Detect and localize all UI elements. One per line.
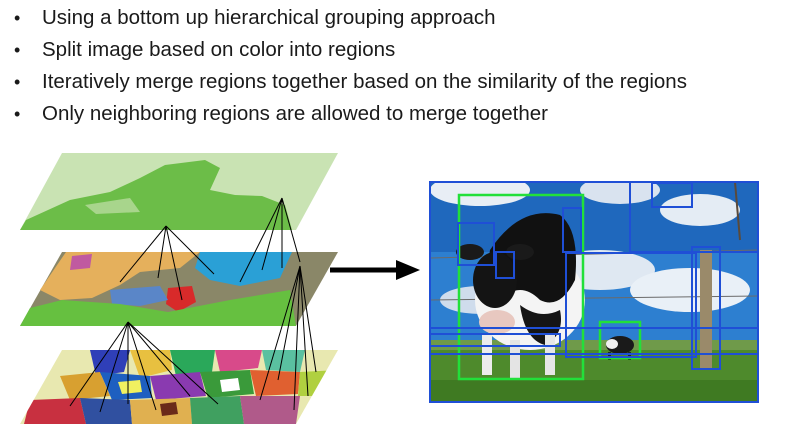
layer-middle: [20, 252, 338, 326]
connector-lines-top: [119, 197, 301, 301]
bullet-dot: •: [14, 8, 21, 28]
bullet-dot: •: [14, 104, 21, 124]
bullet-text: Using a bottom up hierarchical grouping …: [42, 6, 496, 29]
region-boxes: [429, 181, 759, 381]
bullet-item: • Using a bottom up hierarchical grouping…: [14, 2, 687, 34]
bullet-item: • Iteratively merge regions together base…: [14, 66, 687, 98]
connector-lines-middle: [69, 265, 317, 413]
bounding-box: [457, 222, 495, 266]
bounding-box: [495, 251, 515, 279]
bullet-dot: •: [14, 40, 21, 60]
bullet-item: • Split image based on color into regions: [14, 34, 687, 66]
cow-photo: [429, 181, 759, 403]
bullet-item: • Only neighboring regions are allowed to…: [14, 98, 687, 130]
bullet-dot: •: [14, 72, 21, 92]
arrow-right-icon: [330, 260, 420, 280]
layer-top: [20, 153, 338, 230]
bounding-box: [691, 246, 721, 370]
bounding-box: [629, 181, 759, 253]
layer-bottom: [20, 350, 338, 424]
bullet-text: Iteratively merge regions together based…: [42, 70, 687, 93]
bullet-text: Only neighboring regions are allowed to …: [42, 102, 548, 125]
bounding-box: [429, 333, 561, 347]
bullet-text: Split image based on color into regions: [42, 38, 396, 61]
bounding-box: [457, 193, 585, 381]
bullet-list: • Using a bottom up hierarchical grouping…: [14, 2, 687, 130]
